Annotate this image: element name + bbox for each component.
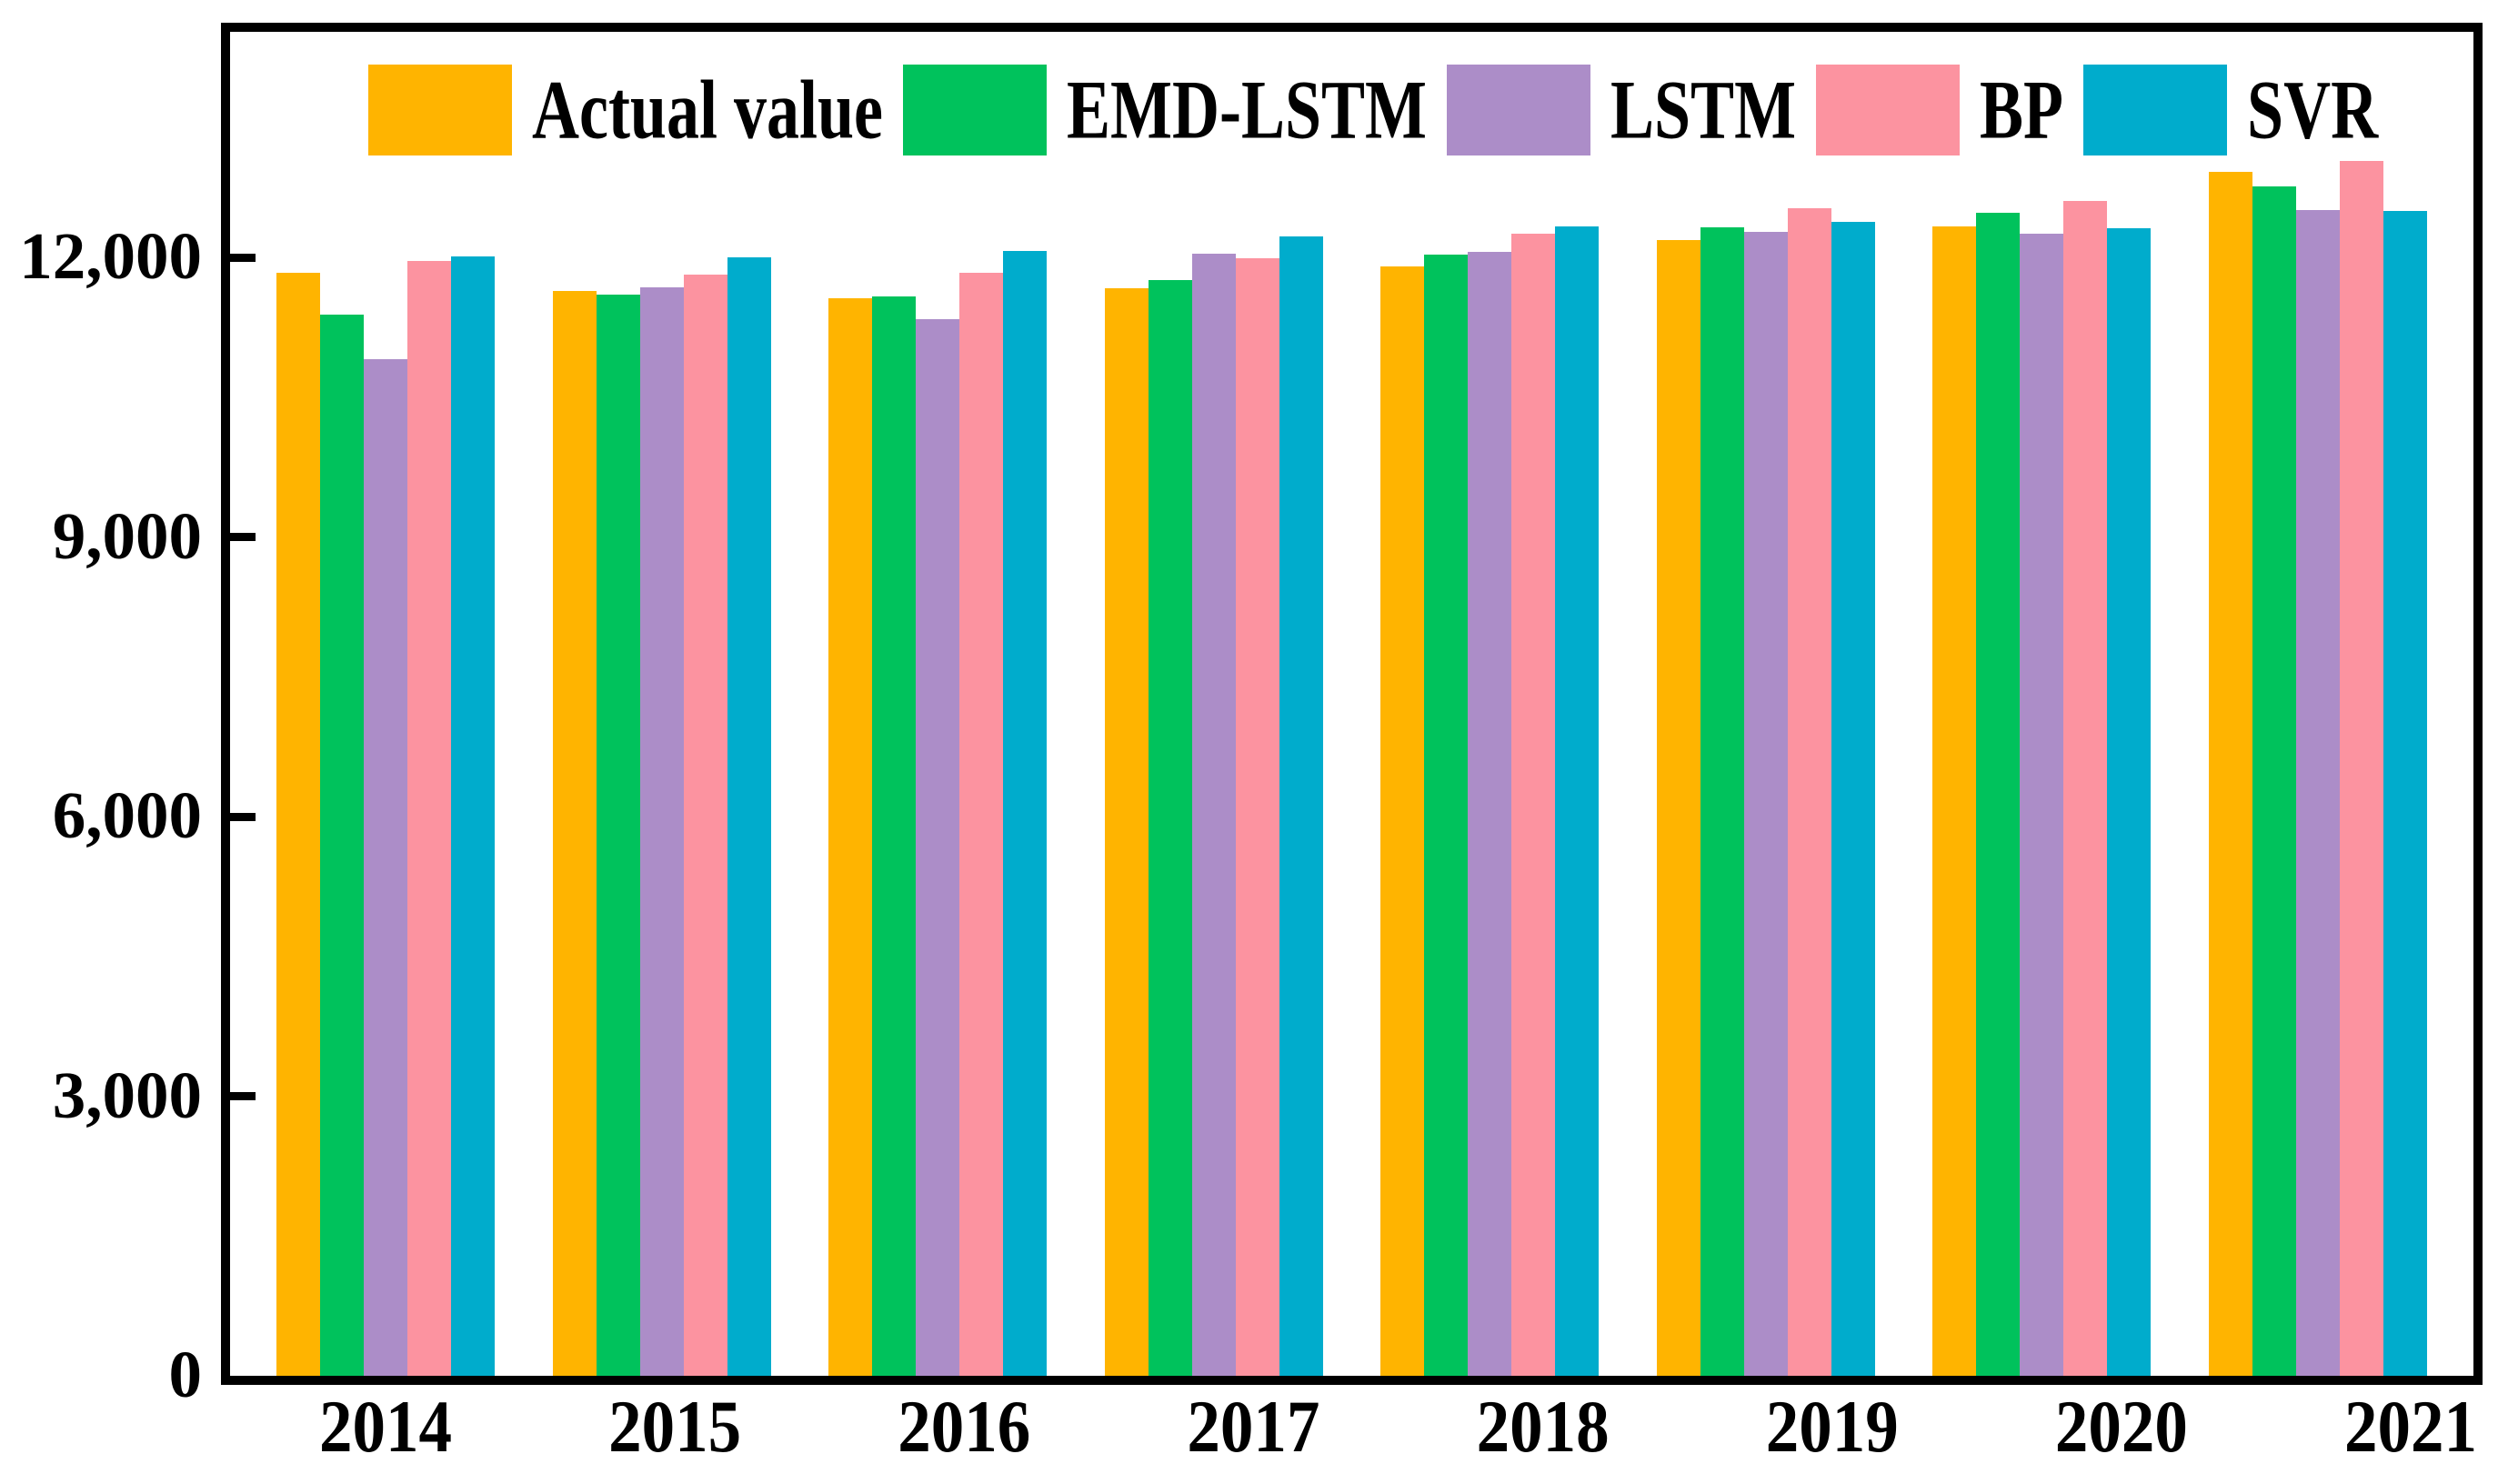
plot-area: Actual value EMD-LSTM LSTM BP SVR (221, 23, 2483, 1385)
bar-emd-lstm-2019 (1700, 227, 1744, 1376)
bar-emd-lstm-2018 (1424, 255, 1469, 1376)
bar-group-2014 (276, 256, 495, 1376)
bar-bp-2021 (2339, 161, 2383, 1376)
bar-emd-lstm-2014 (320, 315, 364, 1376)
bar-bp-2016 (959, 273, 1004, 1376)
x-tick-label-2015: 2015 (608, 1385, 742, 1468)
y-tick-mark-6000 (230, 813, 256, 821)
bar-lstm-2014 (364, 359, 407, 1376)
x-tick-label-2014: 2014 (319, 1385, 452, 1468)
bar-actual-value-2014 (276, 273, 320, 1376)
y-tick-label-9000: 9,000 (52, 499, 202, 574)
bar-svr-2016 (1003, 251, 1048, 1376)
bar-group-2018 (1380, 226, 1600, 1376)
x-tick-label-2020: 2020 (2054, 1385, 2188, 1468)
bar-actual-value-2021 (2208, 172, 2252, 1376)
bar-lstm-2015 (639, 287, 684, 1376)
bars-container (230, 32, 2473, 1376)
y-tick-mark-9000 (230, 533, 256, 541)
x-tick-label-2017: 2017 (1187, 1385, 1320, 1468)
bar-actual-value-2019 (1656, 240, 1700, 1376)
bar-lstm-2018 (1468, 252, 1512, 1376)
legend-swatch-icon (902, 65, 1047, 155)
legend-label: LSTM (1610, 63, 1797, 157)
bar-group-2021 (2208, 161, 2427, 1376)
plot-inner: Actual value EMD-LSTM LSTM BP SVR (230, 32, 2473, 1376)
bar-group-2016 (828, 251, 1048, 1376)
bar-group-2019 (1656, 208, 1875, 1376)
bar-bp-2014 (407, 261, 451, 1376)
legend-item-bp: BP (1816, 65, 2063, 155)
bar-svr-2015 (727, 257, 771, 1376)
bar-emd-lstm-2016 (872, 296, 917, 1376)
x-tick-label-2018: 2018 (1476, 1385, 1610, 1468)
bar-lstm-2016 (916, 319, 960, 1376)
bar-bp-2019 (1787, 208, 1831, 1376)
bar-bp-2018 (1511, 234, 1556, 1376)
bar-svr-2014 (451, 256, 495, 1376)
bar-lstm-2021 (2295, 210, 2340, 1376)
y-tick-label-3000: 3,000 (52, 1058, 202, 1133)
y-tick-label-12000: 12,000 (19, 219, 202, 294)
legend-item-lstm: LSTM (1446, 63, 1797, 157)
legend-label: SVR (2247, 63, 2379, 157)
bar-svr-2021 (2383, 211, 2427, 1376)
legend-swatch-icon (1446, 65, 1590, 155)
bar-svr-2019 (1831, 222, 1875, 1376)
legend-swatch-icon (368, 65, 512, 155)
legend-item-svr: SVR (2083, 65, 2378, 155)
bar-lstm-2019 (1743, 232, 1788, 1376)
x-axis-labels: 2014 2015 2016 2017 2018 2019 2020 2021 (230, 1389, 2508, 1464)
bar-emd-lstm-2017 (1148, 280, 1192, 1376)
bar-group-2020 (1932, 201, 2152, 1376)
legend-label: EMD-LSTM (1066, 63, 1427, 157)
bar-actual-value-2018 (1380, 266, 1425, 1376)
bar-svr-2020 (2107, 228, 2152, 1376)
bar-group-2015 (552, 257, 771, 1376)
legend-item-emd-lstm: EMD-LSTM (902, 63, 1427, 157)
bar-emd-lstm-2021 (2252, 186, 2296, 1376)
x-tick-label-2016: 2016 (898, 1385, 1031, 1468)
y-tick-label-0: 0 (168, 1338, 203, 1412)
bar-lstm-2017 (1191, 254, 1236, 1376)
bar-bp-2017 (1235, 258, 1279, 1376)
bar-bp-2020 (2063, 201, 2108, 1376)
legend: Actual value EMD-LSTM LSTM BP SVR (368, 65, 2378, 155)
bar-emd-lstm-2015 (596, 295, 640, 1376)
legend-swatch-icon (1816, 65, 1961, 155)
legend-swatch-icon (2083, 65, 2228, 155)
legend-label: BP (1980, 63, 2064, 157)
y-tick-mark-12000 (230, 254, 256, 262)
x-tick-label-2019: 2019 (1765, 1385, 1899, 1468)
bar-lstm-2020 (2020, 234, 2064, 1376)
bar-actual-value-2016 (828, 298, 873, 1376)
bar-emd-lstm-2020 (1976, 213, 2021, 1376)
y-tick-label-6000: 6,000 (52, 778, 202, 853)
bar-svr-2017 (1279, 236, 1323, 1376)
bar-actual-value-2015 (552, 291, 597, 1376)
bar-group-2017 (1104, 236, 1323, 1376)
legend-item-actual-value: Actual value (368, 65, 883, 155)
bar-actual-value-2020 (1932, 226, 1977, 1376)
legend-label: Actual value (532, 63, 883, 157)
bar-svr-2018 (1555, 226, 1600, 1376)
x-tick-label-2021: 2021 (2343, 1385, 2477, 1468)
y-tick-mark-3000 (230, 1092, 256, 1100)
bar-actual-value-2017 (1104, 288, 1149, 1376)
bar-bp-2015 (683, 275, 727, 1376)
